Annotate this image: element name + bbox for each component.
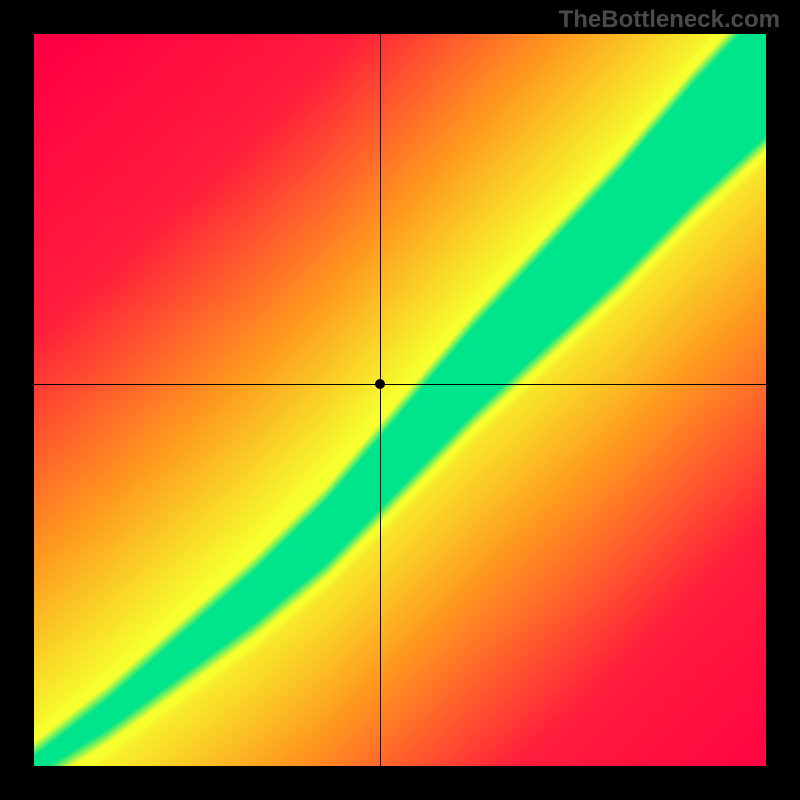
- plot-frame: [34, 34, 766, 766]
- chart-container: TheBottleneck.com: [0, 0, 800, 800]
- heatmap-canvas: [34, 34, 766, 766]
- watermark-text: TheBottleneck.com: [559, 6, 780, 34]
- marker-dot: [375, 379, 385, 389]
- crosshair-horizontal: [34, 384, 766, 385]
- crosshair-vertical: [380, 34, 381, 766]
